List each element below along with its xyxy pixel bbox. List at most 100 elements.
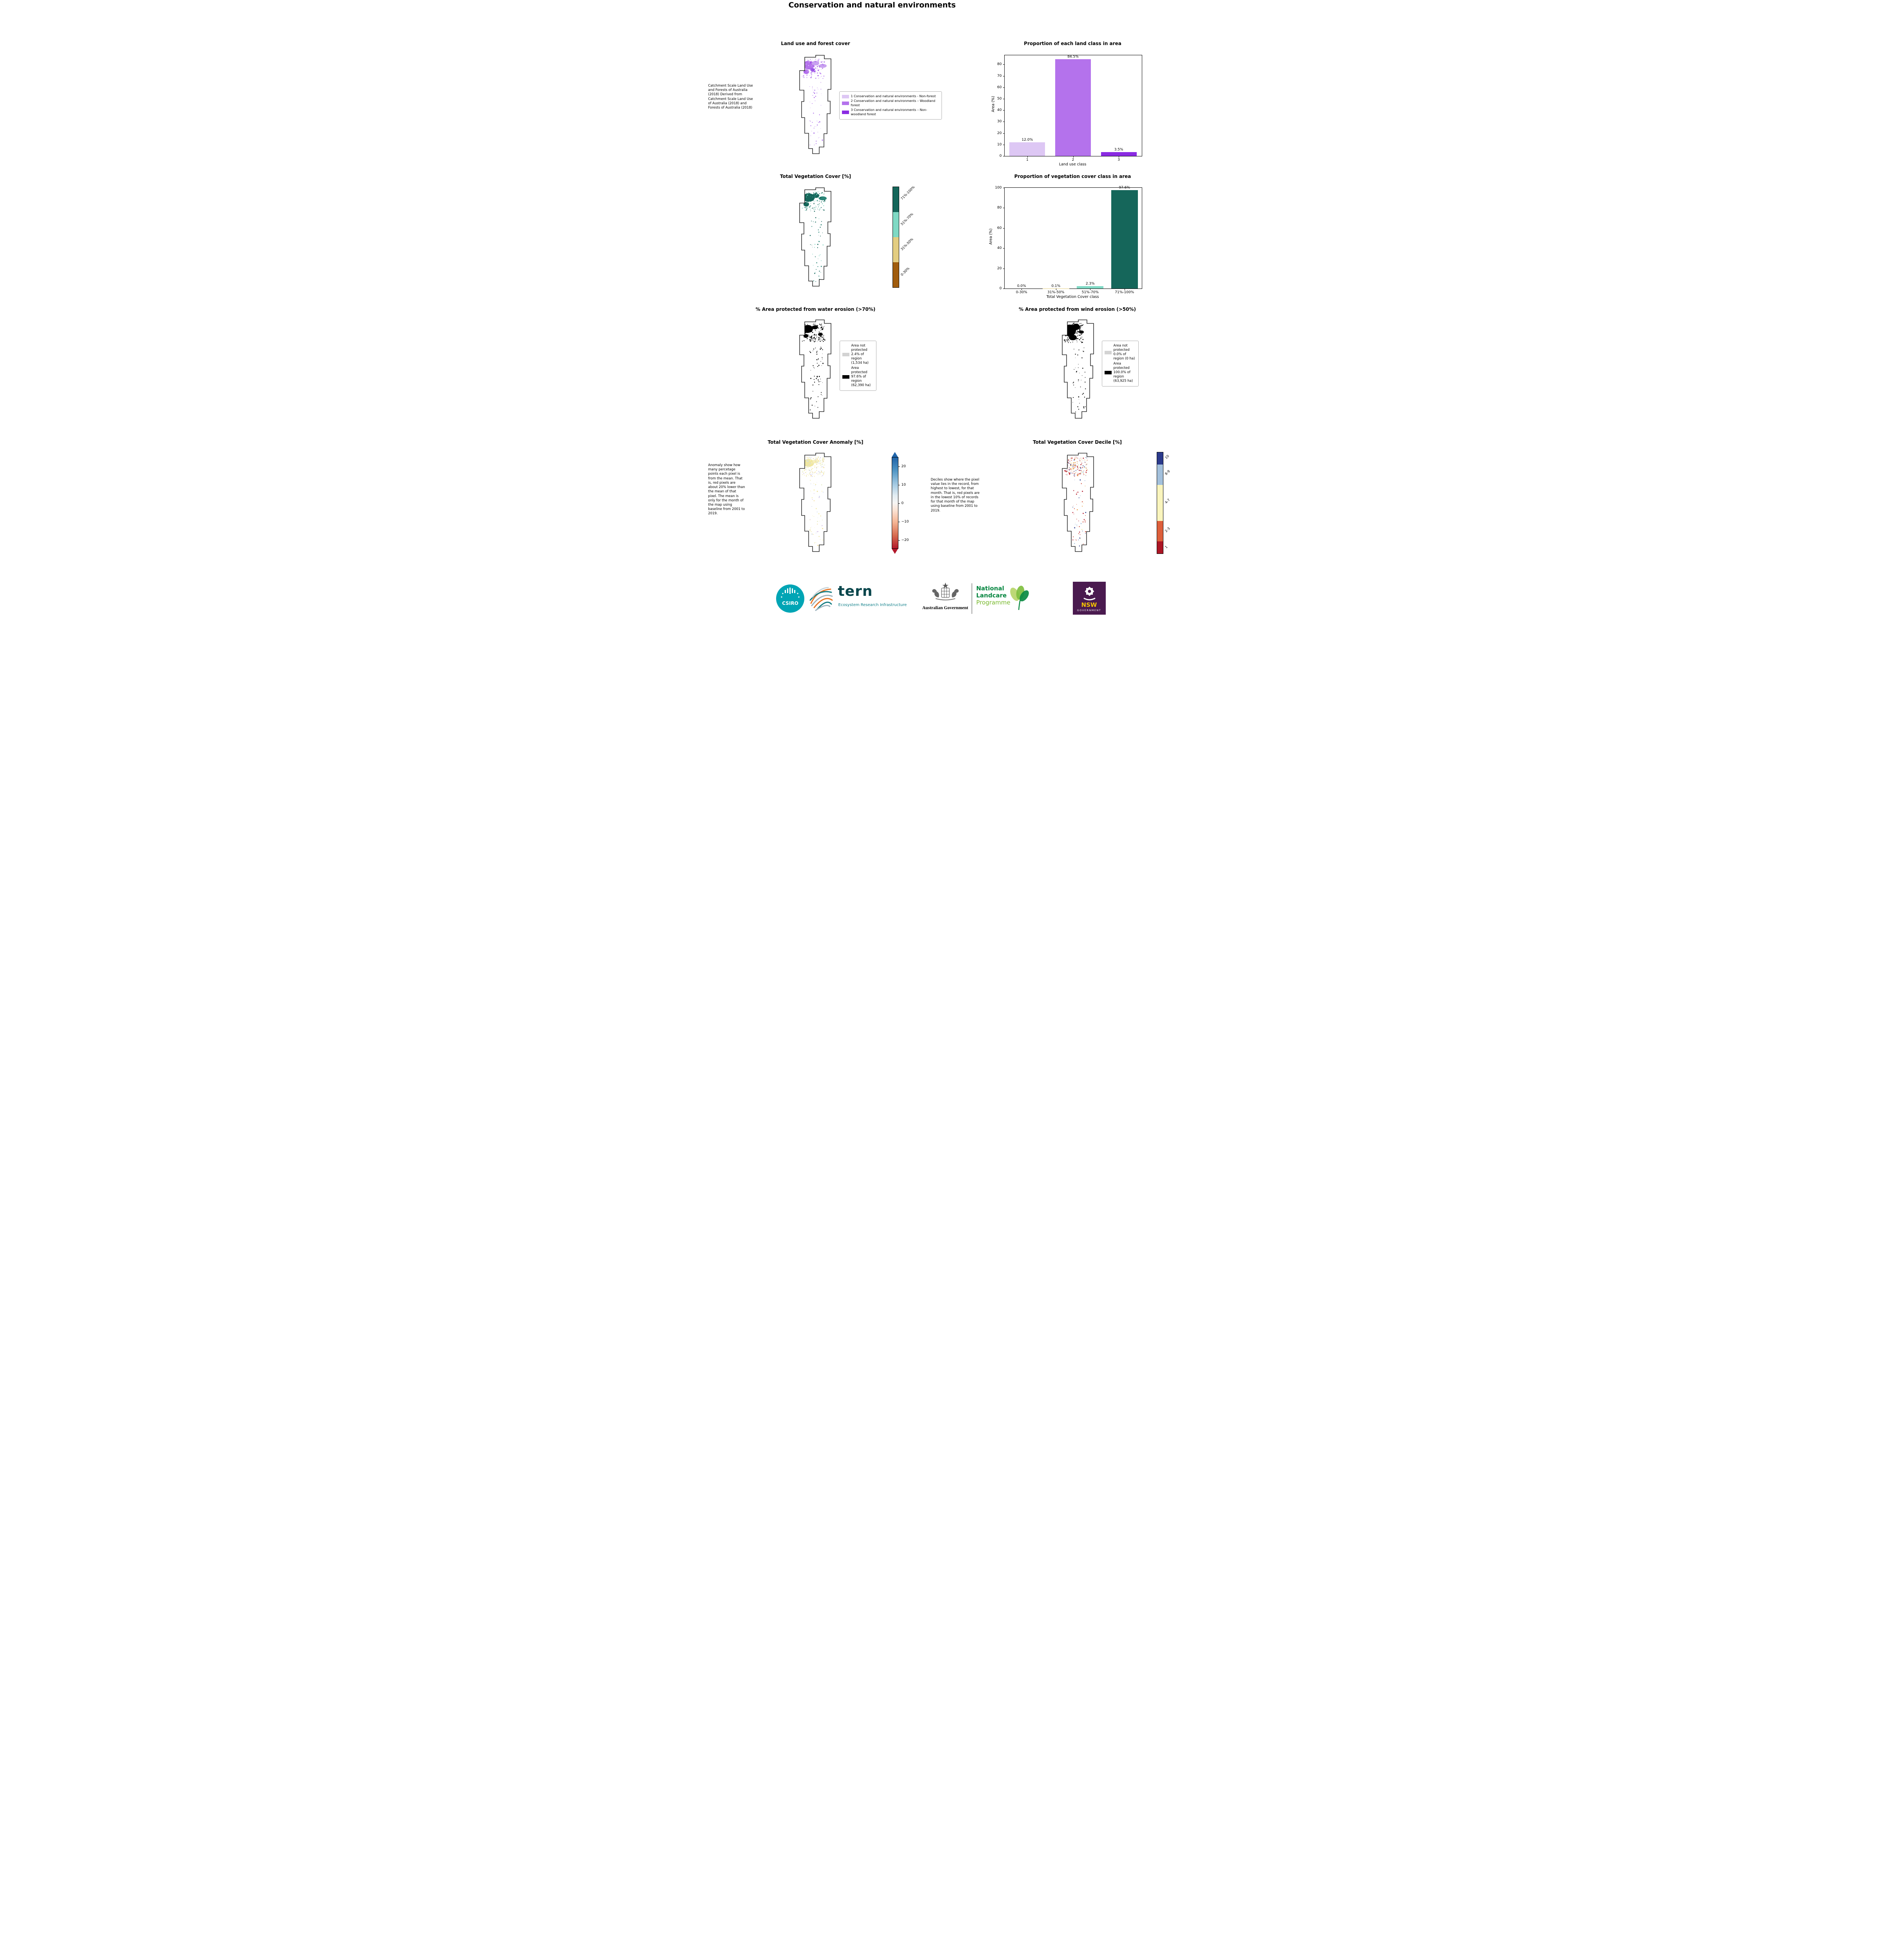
- page-title: Conservation and natural environments: [788, 1, 956, 9]
- anomaly-title: Total Vegetation Cover Anomaly [%]: [767, 439, 864, 445]
- tern-logo-icon: [809, 587, 833, 611]
- y-tick-label: 80: [997, 206, 1002, 210]
- decile-title: Total Vegetation Cover Decile [%]: [1033, 439, 1122, 445]
- veg-class-chart-ylabel: Area (%): [989, 228, 993, 245]
- y-tick-label: 20: [997, 266, 1002, 270]
- legend-item: 1 Conservation and natural environments …: [842, 94, 939, 98]
- landcare-wordmark: National Landcare Programme: [976, 585, 1011, 606]
- decile-colorbar: 10 8-9 4-7 2-3 1: [1156, 452, 1171, 554]
- bar-value-label: 12.0%: [1021, 138, 1033, 142]
- colorbar-arrow-up: [891, 452, 898, 457]
- y-tick-label: 20: [997, 131, 1002, 135]
- land-use-source-note: Catchment Scale Land Use and Forests of …: [708, 84, 753, 110]
- y-tick-label: 40: [997, 108, 1002, 113]
- x-tick-mark: [1021, 289, 1022, 290]
- colorbar-label: 1: [1164, 545, 1168, 550]
- veg-class-chart-xlabel: Total Vegetation Cover class: [1046, 295, 1099, 299]
- tick-label: 20: [901, 465, 906, 468]
- colorbar-gradient: 20 10 0 −10 −20: [891, 457, 909, 549]
- colorbar-label: 10: [1164, 454, 1170, 460]
- decile-segment-1: [1157, 541, 1163, 554]
- colorbar-segment-71-100: [893, 187, 899, 212]
- landcare-line3: Programme: [976, 599, 1011, 606]
- y-tick-label: 100: [995, 186, 1002, 190]
- not-protected-swatch: [1104, 350, 1112, 354]
- veg-cover-map: [799, 187, 831, 287]
- veg-class-bar-chart: 0-30% 31%-50% 51%-70% 71%-100% 0 20 40 60 80 100…: [995, 186, 1142, 294]
- colorbar-label: 31%-50%: [900, 237, 914, 252]
- y-tick-label: 50: [997, 96, 1002, 101]
- legend-item: Area protected 100.0% of region (63,925 …: [1104, 362, 1136, 383]
- bar-value-label: 0.1%: [1051, 284, 1061, 288]
- water-erosion-title: % Area protected from water erosion (>70…: [755, 307, 876, 312]
- y-tick-mark: [1003, 110, 1005, 111]
- x-tick-labels: 1 2 3: [1005, 158, 1142, 163]
- colorbar-segment-31-50: [893, 237, 899, 262]
- anomaly-note: Anomaly show how many percetage points e…: [708, 463, 745, 516]
- bar-value-label: 84.5%: [1067, 55, 1079, 59]
- bar-value-label: 97.6%: [1119, 186, 1130, 190]
- decile-segment-2-3: [1157, 521, 1163, 542]
- water-erosion-map: [799, 319, 831, 419]
- legend-label: 3 Conservation and natural environments …: [851, 108, 927, 116]
- y-tick-label: 10: [997, 142, 1002, 147]
- y-tick-label: 70: [997, 74, 1002, 78]
- y-tick-label: 40: [997, 246, 1002, 250]
- decile-note: Deciles show where the pixel value lies …: [931, 478, 980, 513]
- tick-label: 0: [901, 501, 904, 505]
- bar: [1101, 152, 1137, 156]
- colorbar-segment-51-70: [893, 212, 899, 237]
- decile-segment-8-9: [1157, 464, 1163, 485]
- tern-tagline: Ecosystem Research Infrastructure: [838, 603, 907, 607]
- map-patches: [801, 191, 827, 282]
- colorbar-label: 8-9: [1164, 469, 1171, 476]
- colorbar-label: 71%-100%: [900, 185, 916, 201]
- australian-coat-of-arms-icon: [932, 583, 959, 601]
- tick-label: −20: [901, 538, 909, 542]
- colorbar-label: 4-7: [1164, 498, 1171, 505]
- legend-item: Area not protected 2.4% of region (1,534…: [842, 344, 874, 365]
- bar-value-label: 2.3%: [1085, 282, 1095, 286]
- nsw-label: NSW: [1081, 601, 1097, 608]
- land-use-legend: 1 Conservation and natural environments …: [839, 91, 942, 120]
- x-tick-label: 31%-50%: [1047, 290, 1065, 294]
- x-tick-labels: 0-30% 31%-50% 51%-70% 71%-100%: [1005, 290, 1142, 295]
- nsw-government-logo: NSW GOVERNMENT: [1072, 582, 1106, 615]
- tick-mark: [898, 540, 900, 541]
- anomaly-colorbar: 20 10 0 −10 −20: [891, 452, 909, 554]
- x-tick-label: 2: [1072, 158, 1074, 162]
- veg-cover-colorbar: 71%-100% 51%-70% 31%-50% 0-30%: [892, 185, 916, 288]
- region-outline: [1061, 453, 1094, 552]
- colorbar-label: 0-30%: [900, 267, 911, 277]
- bar: [1055, 59, 1091, 156]
- legend-item: 3 Conservation and natural environments …: [842, 108, 939, 116]
- region-outline: [799, 187, 831, 287]
- wind-erosion-title: % Area protected from wind erosion (>50%…: [1018, 307, 1136, 312]
- australian-government-label: Australian Government: [922, 606, 969, 610]
- legend-label: Area not protected 2.4% of region (1,534…: [851, 344, 869, 365]
- waratah-icon: [1083, 586, 1096, 601]
- region-outline: [799, 453, 831, 552]
- class1-swatch: [842, 94, 849, 98]
- y-tick-label: 60: [997, 226, 1002, 230]
- y-tick-mark: [1003, 87, 1005, 88]
- region-outline: [799, 55, 831, 154]
- region-outline: [1061, 319, 1094, 419]
- anomaly-map: [799, 453, 831, 552]
- tick-mark: [898, 503, 900, 504]
- x-tick-label: 71%-100%: [1115, 290, 1134, 294]
- x-tick-mark: [1073, 156, 1074, 158]
- y-tick-label: 60: [997, 85, 1002, 89]
- x-tick-label: 3: [1118, 158, 1120, 162]
- colorbar-label: 2-3: [1164, 526, 1171, 534]
- y-tick-label: 80: [997, 62, 1002, 67]
- bar-value-label: 3.5%: [1114, 147, 1123, 152]
- land-class-chart-xlabel: Land use class: [1059, 162, 1087, 167]
- land-class-bar-chart: 1 2 3 0 10 20 30 40 50 60 70 80 12.0% 84.5% 3.5%: [997, 55, 1142, 162]
- x-tick-label: 0-30%: [1016, 290, 1027, 294]
- y-tick-label: 30: [997, 120, 1002, 124]
- legend-label: 1 Conservation and natural environments …: [851, 94, 936, 98]
- y-tick-mark: [1003, 133, 1005, 134]
- y-tick-mark: [1003, 248, 1005, 249]
- x-tick-label: 51%-70%: [1081, 290, 1099, 294]
